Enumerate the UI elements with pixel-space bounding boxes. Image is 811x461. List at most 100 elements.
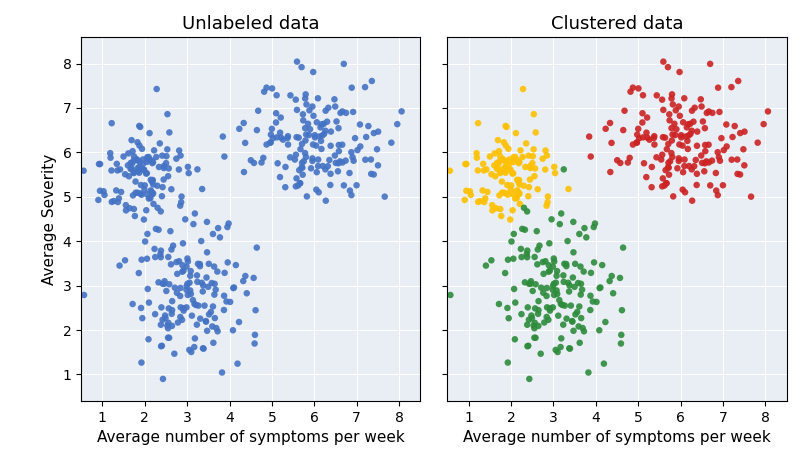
Point [187,343,200,351]
Point [691,128,704,135]
Point [528,253,541,260]
Point [308,134,321,141]
Point [134,190,147,197]
Point [514,147,527,154]
Point [144,176,157,183]
Point [528,325,541,332]
Point [534,284,547,291]
Point [564,345,577,352]
Point [345,191,358,199]
Point [551,290,564,298]
Point [170,289,183,296]
Point [118,171,131,178]
Point [350,182,363,189]
Point [569,311,582,318]
Point [684,130,697,137]
Point [596,261,609,269]
Point [557,272,570,279]
Point [139,170,152,177]
Point [690,181,703,189]
Point [654,156,667,163]
Point [513,189,526,197]
Point [320,197,333,204]
Point [486,201,499,209]
Point [492,300,505,307]
Point [493,157,506,165]
Point [513,159,526,166]
Point [520,140,533,147]
Point [367,130,380,137]
Point [194,262,207,270]
Point [127,169,140,176]
Point [474,197,487,205]
Point [521,193,534,200]
Point [528,172,541,180]
Point [697,168,710,175]
Point [156,316,169,324]
Point [702,159,715,166]
Point [643,136,656,143]
Point [367,171,380,178]
Point [182,346,195,354]
Point [698,142,711,149]
Point [704,60,717,68]
Point [483,153,496,160]
Point [315,120,328,128]
Point [460,187,473,195]
Point [378,193,391,201]
Point [151,182,164,189]
Point [500,123,513,130]
Point [343,187,356,194]
Point [200,327,213,335]
Point [114,165,127,173]
Point [744,193,757,201]
Point [328,103,341,110]
Point [690,142,703,149]
Point [499,269,512,277]
Point [711,148,724,156]
Point [319,127,332,135]
Point [599,319,611,326]
Point [685,165,698,173]
Point [589,220,602,227]
Point [191,321,204,328]
Point [558,302,571,309]
Point [220,298,233,305]
Point [279,183,292,191]
Point [92,196,105,204]
Point [499,158,512,165]
Point [145,188,158,195]
Point [660,180,673,187]
Point [511,187,524,194]
Point [503,160,516,168]
Point [624,88,637,95]
Point [547,286,560,294]
Point [183,279,196,286]
Point [135,145,148,153]
Point [543,240,556,247]
Point [302,120,315,128]
Point [680,133,693,140]
Point [529,305,542,312]
Point [548,170,561,177]
Point [637,160,650,167]
Point [663,111,676,118]
Point [687,118,700,125]
Point [126,160,139,167]
Point [127,192,139,199]
Point [124,165,137,173]
Point [190,301,203,309]
Point [371,146,384,153]
Point [180,304,193,311]
Point [503,156,516,163]
Point [665,149,678,157]
Point [487,162,500,169]
Point [147,159,160,166]
Point [667,193,680,200]
Point [334,109,347,117]
Point [281,132,294,140]
Point [125,136,138,144]
Point [502,145,515,153]
Point [472,198,485,206]
Point [133,142,146,149]
